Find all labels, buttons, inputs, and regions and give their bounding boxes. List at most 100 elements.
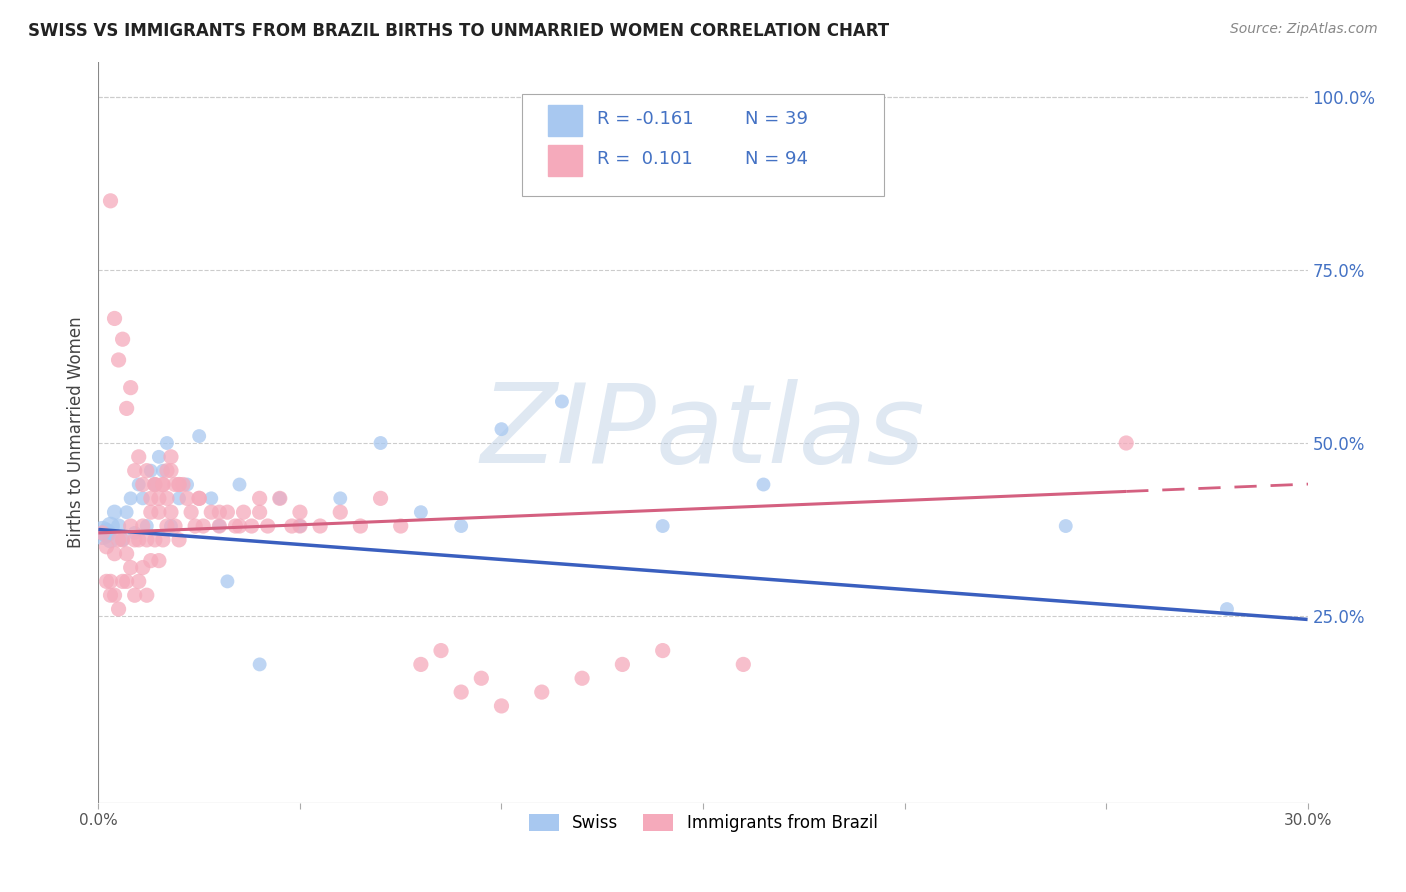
Point [329, 505, 352, 519]
Point [152, 533, 174, 547]
Point [228, 477, 250, 491]
Point [530, 685, 553, 699]
Point [96, 540, 118, 554]
Point [124, 464, 146, 478]
Point [143, 477, 166, 491]
Point [167, 477, 190, 491]
Bar [548, 145, 582, 176]
Point [163, 519, 186, 533]
Text: Source: ZipAtlas.com: Source: ZipAtlas.com [1230, 22, 1378, 37]
Point [120, 519, 142, 533]
Point [128, 477, 150, 491]
FancyBboxPatch shape [522, 94, 884, 195]
Point [143, 477, 166, 491]
Point [167, 533, 190, 547]
Point [100, 533, 122, 547]
Point [103, 547, 125, 561]
Point [172, 477, 194, 491]
Point [148, 491, 170, 506]
Text: ZIPatlas: ZIPatlas [481, 379, 925, 486]
Point [430, 643, 453, 657]
Point [176, 477, 198, 491]
Point [156, 464, 179, 478]
Bar [548, 105, 582, 136]
Point [249, 491, 271, 506]
Point [1054, 519, 1077, 533]
Point [96, 574, 118, 589]
Point [491, 698, 513, 713]
Point [160, 464, 183, 478]
Point [651, 643, 673, 657]
Point [128, 533, 150, 547]
Point [120, 491, 142, 506]
Point [249, 505, 271, 519]
Point [188, 491, 211, 506]
Point [288, 519, 311, 533]
Point [111, 533, 134, 547]
Point [107, 353, 129, 368]
Point [217, 505, 239, 519]
Point [160, 505, 183, 519]
Point [139, 505, 162, 519]
Point [193, 519, 215, 533]
Point [232, 505, 254, 519]
Point [139, 491, 162, 506]
Point [551, 394, 574, 409]
Point [135, 519, 157, 533]
Point [249, 657, 271, 672]
Text: R =  0.101: R = 0.101 [596, 150, 692, 168]
Point [152, 464, 174, 478]
Point [269, 491, 291, 506]
Point [309, 519, 332, 533]
Point [143, 477, 166, 491]
Point [120, 381, 142, 395]
Point [115, 505, 138, 519]
Point [148, 450, 170, 464]
Point [96, 525, 118, 540]
Point [176, 491, 198, 506]
Legend: Swiss, Immigrants from Brazil: Swiss, Immigrants from Brazil [522, 807, 884, 838]
Point [256, 519, 278, 533]
Text: N = 39: N = 39 [745, 111, 808, 128]
Point [128, 574, 150, 589]
Point [160, 519, 183, 533]
Point [208, 505, 231, 519]
Point [115, 574, 138, 589]
Point [148, 505, 170, 519]
Point [124, 525, 146, 540]
Point [111, 574, 134, 589]
Point [148, 554, 170, 568]
Point [132, 491, 155, 506]
Point [103, 505, 125, 519]
Point [491, 422, 513, 436]
Point [135, 464, 157, 478]
Point [100, 574, 122, 589]
Point [208, 519, 231, 533]
Point [160, 450, 183, 464]
Point [156, 436, 179, 450]
Point [651, 519, 673, 533]
Point [132, 519, 155, 533]
Point [288, 519, 311, 533]
Point [111, 332, 134, 346]
Point [450, 519, 472, 533]
Point [288, 505, 311, 519]
Point [107, 519, 129, 533]
Text: R = -0.161: R = -0.161 [596, 111, 693, 128]
Point [752, 477, 775, 491]
Point [167, 477, 190, 491]
Point [100, 194, 122, 208]
Point [115, 401, 138, 416]
Point [281, 519, 304, 533]
Point [91, 525, 114, 540]
Point [152, 477, 174, 491]
Point [111, 533, 134, 547]
Point [1115, 436, 1137, 450]
Point [389, 519, 412, 533]
Point [91, 525, 114, 540]
Point [200, 505, 222, 519]
Point [135, 588, 157, 602]
Point [139, 464, 162, 478]
Point [612, 657, 634, 672]
Point [370, 436, 392, 450]
